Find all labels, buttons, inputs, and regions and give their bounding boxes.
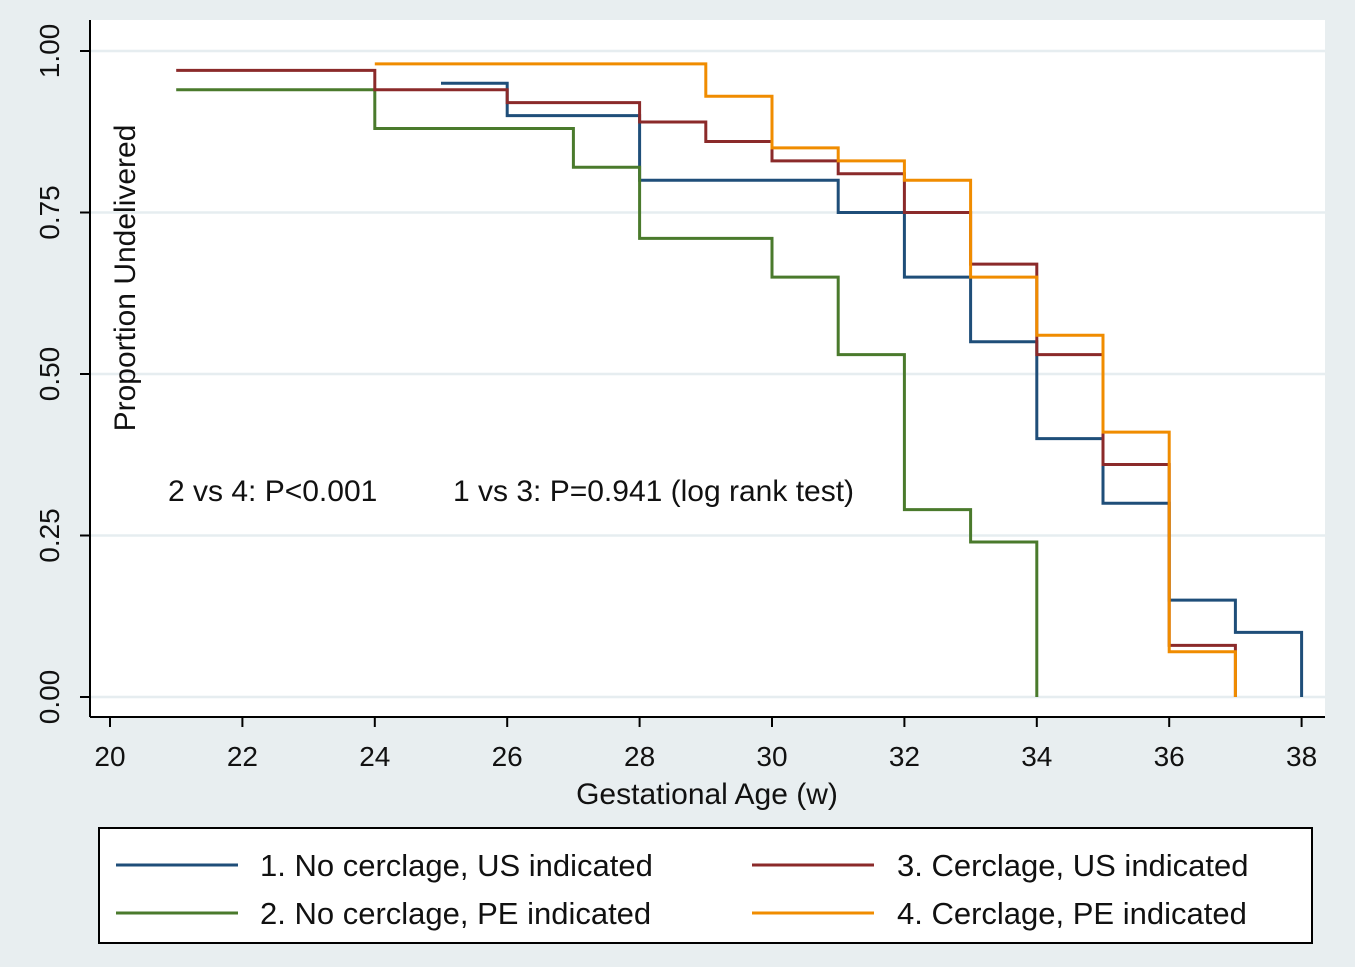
x-tick-label: 30 (756, 741, 787, 772)
legend: 1. No cerclage, US indicated 3. Cerclage,… (98, 827, 1313, 944)
series-line-4 (374, 62, 1237, 697)
series-layer (176, 62, 1304, 697)
legend-label-4: 4. Cerclage, PE indicated (897, 896, 1247, 931)
x-tick-label: 24 (359, 741, 390, 772)
y-tick-label: 0.25 (34, 508, 65, 563)
x-ticks: 20 22 24 26 28 30 32 34 36 38 (94, 717, 1317, 772)
series-line-3 (176, 68, 1237, 697)
legend-label-2: 2. No cerclage, PE indicated (260, 896, 651, 931)
x-axis-title: Gestational Age (w) (576, 778, 838, 811)
x-tick-label: 22 (227, 741, 258, 772)
annotation-2-vs-4: 2 vs 4: P<0.001 (168, 475, 377, 508)
series-line-2 (176, 88, 1039, 697)
x-tick-label: 38 (1286, 741, 1317, 772)
y-tick-label: 0.00 (34, 670, 65, 725)
legend-label-3: 3. Cerclage, US indicated (897, 848, 1249, 883)
x-tick-label: 32 (889, 741, 920, 772)
y-tick-label: 0.50 (34, 347, 65, 402)
x-tick-label: 26 (492, 741, 523, 772)
y-ticks: 0.00 0.25 0.50 0.75 1.00 (34, 24, 90, 725)
x-tick-label: 28 (624, 741, 655, 772)
y-axis-title: Proportion Undelivered (109, 125, 142, 432)
x-tick-label: 34 (1021, 741, 1052, 772)
x-tick-label: 36 (1154, 741, 1185, 772)
plot-area (90, 20, 1325, 717)
legend-label-1: 1. No cerclage, US indicated (260, 848, 653, 883)
y-tick-label: 1.00 (34, 24, 65, 79)
legend-box (98, 827, 1313, 944)
series-line-1 (441, 81, 1304, 697)
y-tick-label: 0.75 (34, 185, 65, 240)
annotation-1-vs-3: 1 vs 3: P=0.941 (log rank test) (453, 475, 854, 508)
legend-items: 1. No cerclage, US indicated 3. Cerclage,… (116, 848, 1249, 931)
x-tick-label: 20 (94, 741, 125, 772)
grid-lines (90, 49, 1325, 699)
